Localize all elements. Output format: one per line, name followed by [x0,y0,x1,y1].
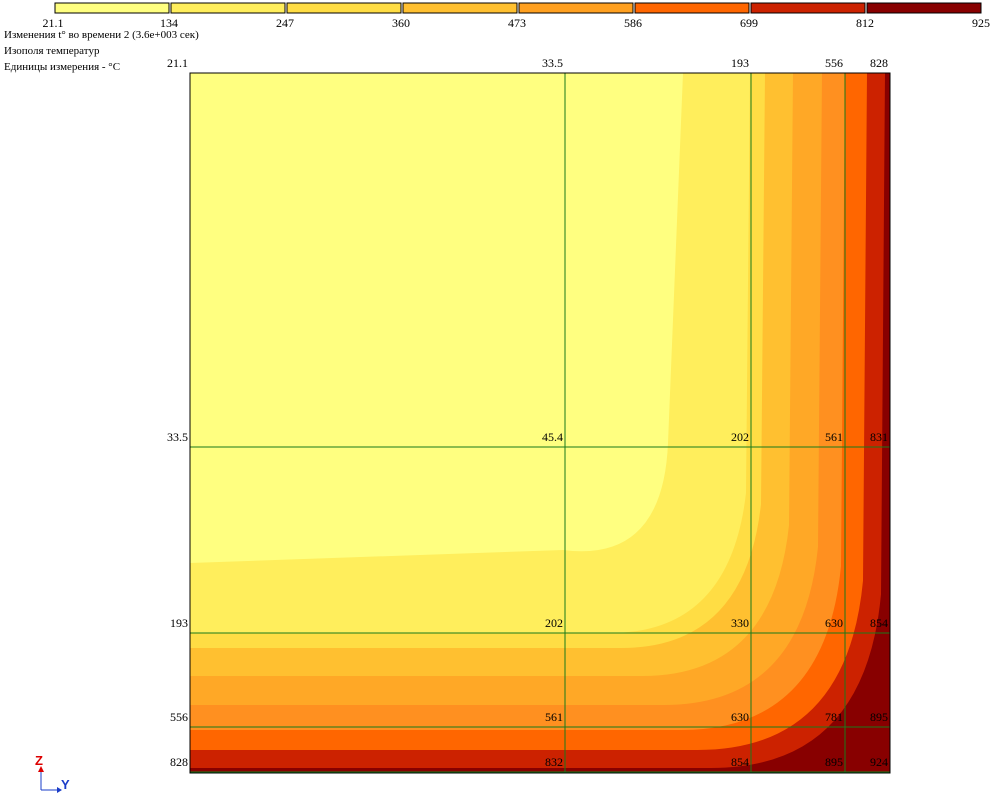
node-value: 45.4 [542,430,563,444]
node-value: 21.1 [167,56,188,70]
axis-label: Y [61,777,70,792]
node-value: 828 [170,755,188,769]
node-labels: 21.1 33.5 193 556 828 33.5 45.4 202 561 831 193 202… [167,56,888,769]
axis-label: Z [35,753,43,768]
legend-label: 247 [276,16,294,30]
legend-label: 473 [508,16,526,30]
node-value: 630 [825,616,843,630]
node-value: 561 [545,710,563,724]
node-value: 832 [545,755,563,769]
legend-swatch [634,2,750,14]
legend-label: 925 [972,16,990,30]
node-value: 854 [731,755,749,769]
header-line: Изменения t° во времени 2 (3.6e+003 сек) [4,29,199,41]
plot-border [189,72,891,774]
node-value: 330 [731,616,749,630]
legend-swatch [402,2,518,14]
node-value: 193 [731,56,749,70]
node-value: 202 [731,430,749,444]
node-value: 556 [170,710,188,724]
node-value: 895 [870,710,888,724]
node-value: 556 [825,56,843,70]
legend-swatch [750,2,866,14]
legend-label: 586 [624,16,642,30]
node-value: 781 [825,710,843,724]
legend-swatch [518,2,634,14]
node-value: 561 [825,430,843,444]
node-value: 202 [545,616,563,630]
legend-label: 134 [160,16,178,30]
node-value: 33.5 [542,56,563,70]
legend-swatch [286,2,402,14]
node-value: 895 [825,755,843,769]
node-value: 831 [870,430,888,444]
legend-label: 699 [740,16,758,30]
isofield-band [190,73,890,773]
node-value: 924 [870,755,888,769]
axis-icon: Z Y [35,753,70,793]
legend-swatch [866,2,982,14]
legend-label: 812 [856,16,874,30]
node-value: 828 [870,56,888,70]
header-line: Единицы измерения - °C [4,61,120,73]
plot [189,72,891,774]
isofield-band [190,73,890,773]
legend: 21.1 134 247 360 473 586 699 812 925 [43,2,990,30]
node-value: 33.5 [167,430,188,444]
node-value: 630 [731,710,749,724]
header-line: Изополя температур [4,45,100,57]
node-value: 193 [170,616,188,630]
legend-swatch [170,2,286,14]
legend-swatch [54,2,170,14]
legend-label: 360 [392,16,410,30]
node-value: 854 [870,616,888,630]
legend-label: 21.1 [43,16,64,30]
